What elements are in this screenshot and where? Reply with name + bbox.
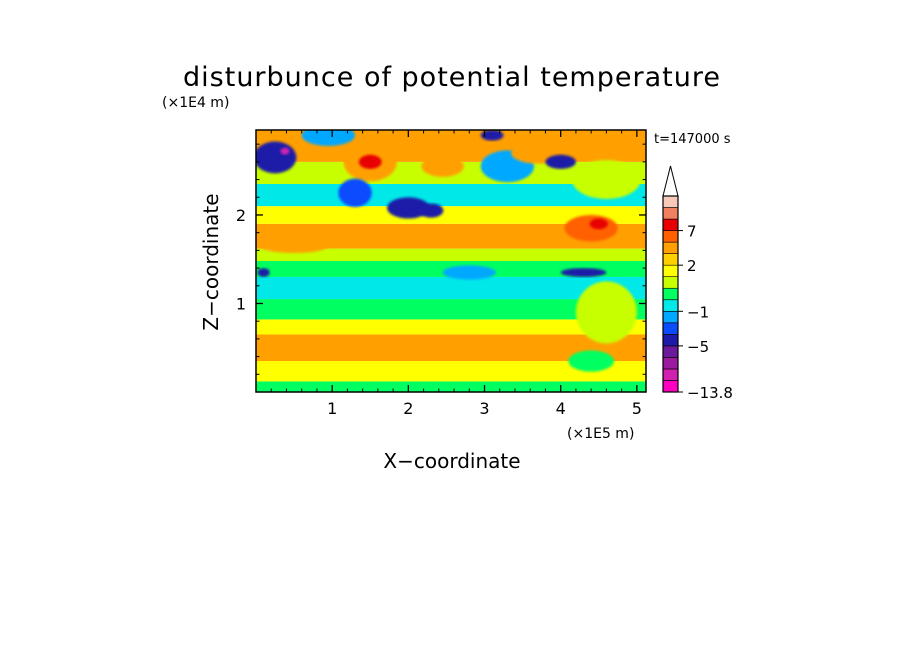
y-scale-label: (×1E4 m) — [162, 95, 229, 111]
field-cell-12 — [545, 154, 576, 169]
field-layer-9 — [256, 206, 646, 224]
colorbar-tick-label-2: −1 — [687, 303, 709, 321]
x-scale-label: (×1E5 m) — [567, 426, 634, 442]
field-cell-17 — [257, 268, 270, 277]
field-cell-21 — [259, 238, 329, 254]
colorbar-band-1 — [662, 368, 679, 381]
colorbar-band-15 — [662, 207, 679, 220]
colorbar-tick-label-0: 7 — [687, 223, 697, 241]
field-layer-0 — [256, 381, 646, 392]
x-tick-label-5: 5 — [632, 399, 642, 418]
contour-field — [256, 130, 646, 392]
y-axis-label: Z−coordinate — [199, 193, 223, 330]
field-layer-7 — [256, 248, 646, 261]
field-cell-5 — [338, 178, 372, 208]
colorbar-band-2 — [662, 357, 679, 370]
x-tick-label-1: 1 — [327, 399, 337, 418]
x-axis: 1 2 3 4 5 — [270, 130, 642, 418]
colorbar-band-4 — [662, 334, 679, 347]
x-axis-label: X−coordinate — [383, 449, 520, 473]
field-cell-1 — [280, 147, 290, 155]
colorbar-band-8 — [662, 287, 679, 301]
field-cell-18 — [442, 265, 496, 280]
field-cell-16 — [560, 268, 607, 277]
colorbar-extend-arrow — [662, 165, 679, 197]
colorbar-tick-label-3: −5 — [687, 338, 709, 356]
colorbar-frame — [662, 195, 679, 393]
field-cell-13 — [572, 160, 641, 200]
colorbar-band-11 — [662, 253, 679, 266]
y-tick-label-1: 1 — [236, 294, 246, 313]
field-cell-4 — [358, 154, 382, 169]
x-tick-label-4: 4 — [556, 399, 566, 418]
field-cell-2 — [301, 130, 356, 146]
colorbar-band-3 — [662, 345, 679, 358]
colorbar-band-6 — [662, 310, 679, 324]
plot-frame — [255, 129, 647, 393]
field-cell-14 — [564, 214, 618, 242]
field-cell-6 — [387, 197, 430, 219]
field-cell-19 — [575, 281, 637, 344]
field-layer-5 — [256, 276, 646, 300]
x-tick-label-2: 2 — [403, 399, 413, 418]
field-cell-7 — [419, 203, 444, 218]
colorbar-band-13 — [662, 230, 679, 243]
colorbar-band-5 — [662, 322, 679, 335]
colorbar-band-7 — [662, 299, 679, 312]
colorbar: 7 2 −1 −5 −13.8 — [662, 165, 733, 402]
colorbar-band-14 — [662, 218, 679, 231]
field-cell-0 — [256, 141, 297, 174]
y-tick-label-2: 2 — [236, 206, 246, 225]
colorbar-band-10 — [662, 264, 679, 278]
field-cell-8 — [421, 155, 464, 177]
x-tick-label-3: 3 — [479, 399, 489, 418]
field-layer-1 — [256, 361, 646, 382]
field-cell-20 — [568, 350, 615, 372]
colorbar-band-12 — [662, 241, 679, 254]
colorbar-tick-label-1: 2 — [687, 257, 697, 275]
field-layer-4 — [256, 299, 646, 320]
colorbar-band-9 — [662, 276, 679, 289]
chart-title: disturbunce of potential temperature — [183, 62, 721, 93]
field-cell-15 — [589, 218, 608, 230]
colorbar-band-0 — [662, 380, 679, 393]
time-label: t=147000 s — [654, 132, 731, 147]
colorbar-tick-label-4: −13.8 — [687, 384, 733, 402]
colorbar-band-16 — [662, 195, 679, 208]
y-axis: 12 — [236, 143, 646, 375]
field-cell-10 — [480, 130, 504, 141]
field-layer-3 — [256, 319, 646, 335]
